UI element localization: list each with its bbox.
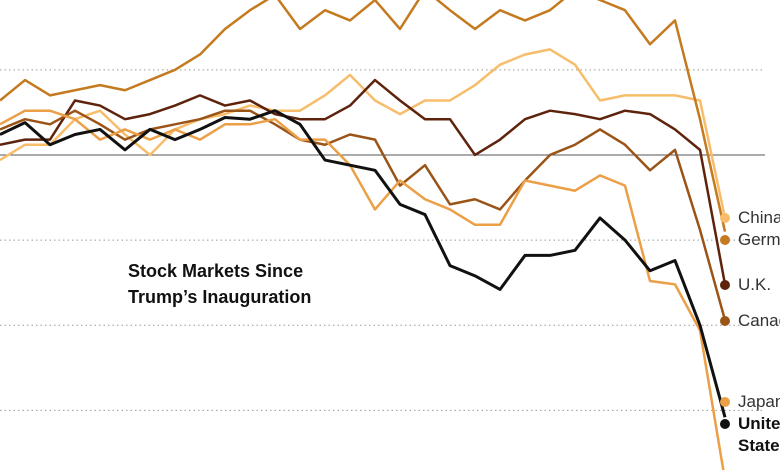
series-line [0, 0, 727, 232]
chart-title: Stock Markets Since Trump’s Inauguration [128, 261, 312, 307]
legend-dot [720, 316, 730, 326]
legend-label: Germany [738, 230, 780, 249]
series-line [0, 48, 727, 219]
series-line [0, 78, 727, 285]
series-line [0, 109, 727, 321]
legend-dot [720, 280, 730, 290]
legend-label: Canada [738, 311, 780, 330]
series-line [0, 109, 727, 418]
legend-dot [720, 397, 730, 407]
legend-dot [720, 419, 730, 429]
legend-label: U.K. [738, 275, 772, 294]
legend-label: United States [738, 414, 780, 455]
legend-dot [720, 235, 730, 245]
legend-label: China [738, 208, 780, 227]
series-line [0, 109, 725, 470]
legend-dot [720, 213, 730, 223]
legend-label: Japan [738, 392, 780, 411]
